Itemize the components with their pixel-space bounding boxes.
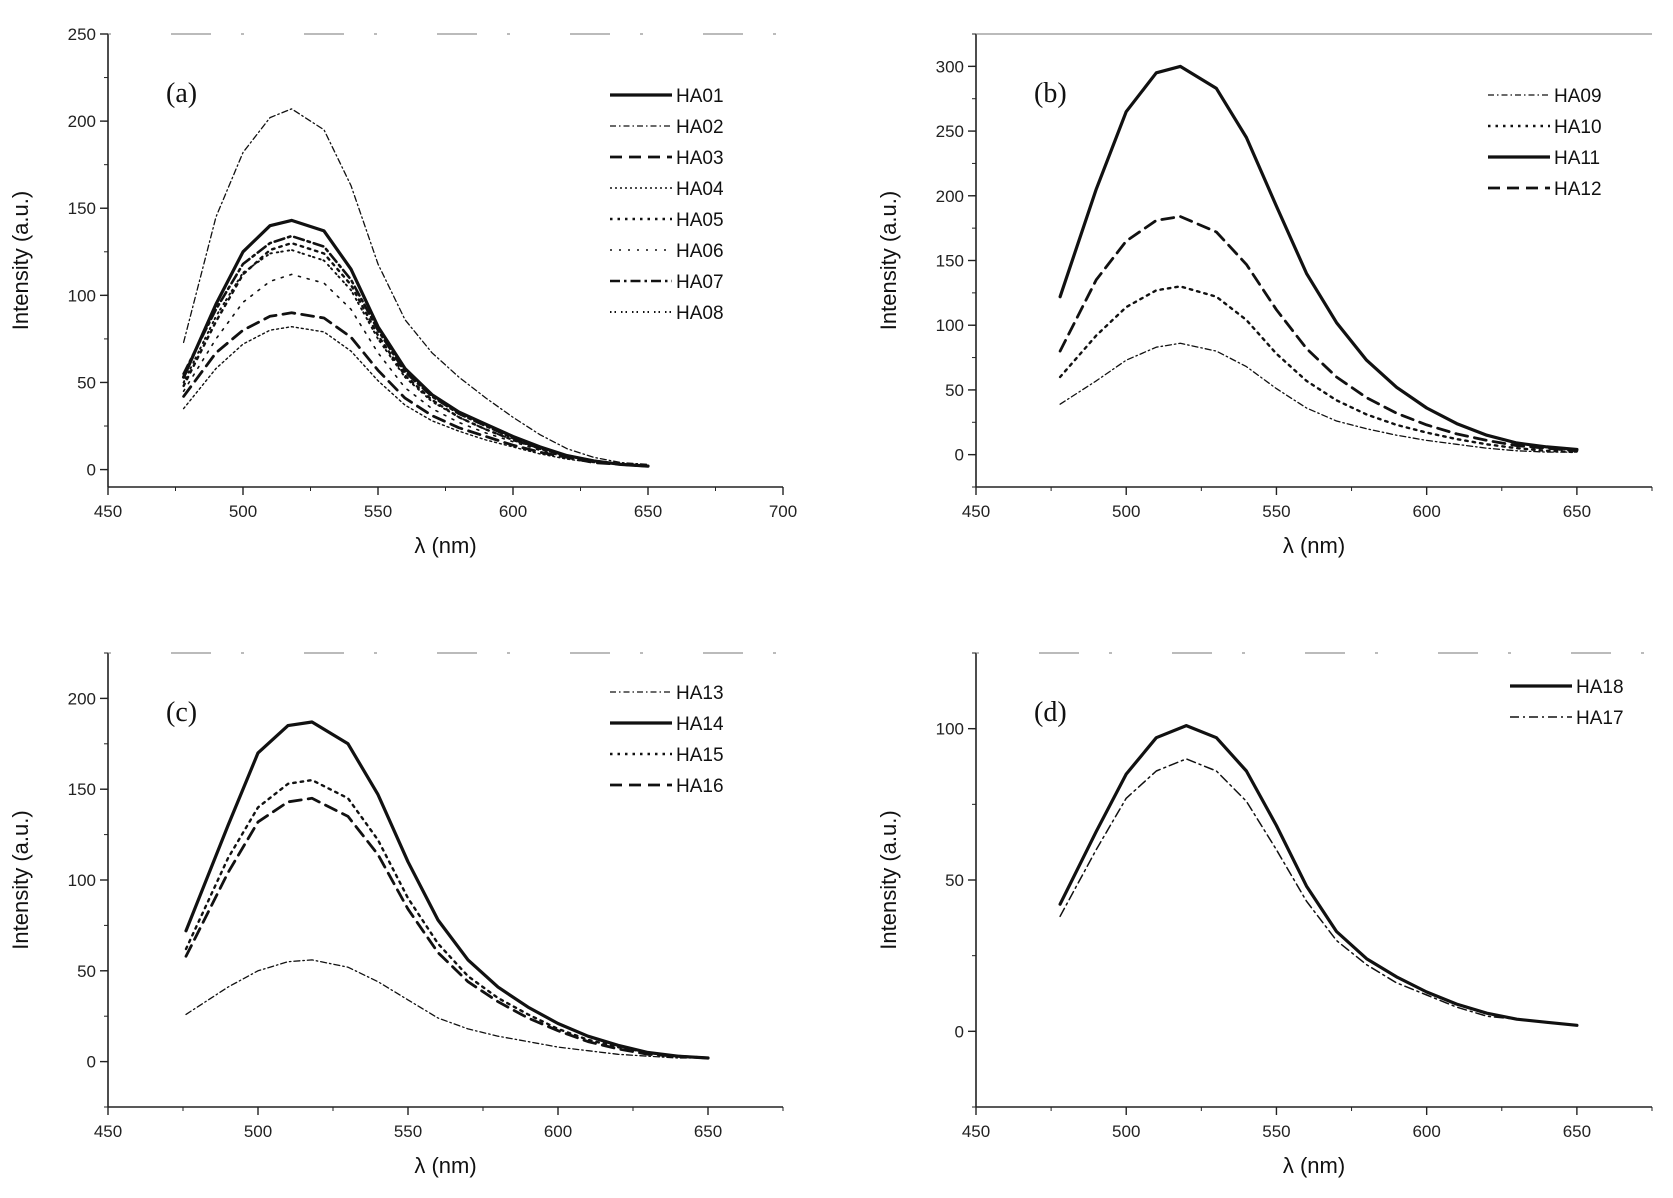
y-tick-label: 100 — [68, 286, 96, 305]
series-line-ha18 — [1058, 724, 1579, 1027]
series-line-ha07 — [182, 234, 650, 468]
x-tick-label: 550 — [364, 502, 392, 521]
series-line-ha14 — [184, 720, 710, 1060]
legend-label: HA01 — [676, 86, 724, 107]
x-tick-label: 600 — [1412, 502, 1440, 521]
series-line-ha17 — [1059, 758, 1578, 1027]
panel-label: (d) — [1034, 697, 1067, 728]
x-tick-label: 500 — [244, 1122, 272, 1141]
x-tick-label: 500 — [1112, 502, 1140, 521]
legend-label: HA15 — [676, 745, 724, 766]
y-axis-title: Intensity (a.u.) — [876, 810, 901, 949]
legend-label: HA03 — [676, 148, 724, 169]
x-tick-label: 700 — [769, 502, 797, 521]
y-tick-label: 150 — [68, 199, 96, 218]
legend-label: HA07 — [676, 272, 724, 293]
y-tick-label: 50 — [945, 871, 964, 890]
series-line-ha10 — [1058, 285, 1579, 454]
legend-label: HA13 — [676, 683, 724, 704]
chart-panel-3: 0 50 100 150 200 450 500 550 600 650 λ (nm) Intensi… — [8, 652, 784, 1178]
x-tick-label: 450 — [962, 1122, 990, 1141]
panel-label: (c) — [166, 697, 197, 728]
legend-label: HA12 — [1554, 179, 1602, 200]
y-tick-label: 250 — [68, 25, 96, 44]
legend-label: HA06 — [676, 241, 724, 262]
legend-label: HA08 — [676, 303, 724, 324]
legend-label: HA11 — [1554, 148, 1600, 169]
series-line-ha15 — [184, 778, 710, 1060]
y-tick-label: 200 — [936, 187, 964, 206]
y-tick-label: 50 — [77, 962, 96, 981]
y-axis-title: Intensity (a.u.) — [876, 191, 901, 330]
x-tick-label: 650 — [694, 1122, 722, 1141]
x-tick-label: 450 — [94, 502, 122, 521]
y-tick-label: 250 — [936, 122, 964, 141]
y-tick-label: 100 — [936, 720, 964, 739]
x-tick-label: 650 — [634, 502, 662, 521]
legend-label: HA02 — [676, 117, 724, 138]
legend-label: HA17 — [1576, 708, 1624, 729]
x-tick-label: 550 — [1262, 1122, 1290, 1141]
legend-label: HA09 — [1554, 86, 1602, 107]
x-tick-label: 600 — [544, 1122, 572, 1141]
panel-label: (a) — [166, 78, 197, 109]
legend-label: HA04 — [676, 179, 724, 200]
y-tick-label: 100 — [936, 316, 964, 335]
series-line-ha09 — [1059, 342, 1578, 453]
x-tick-label: 500 — [1112, 1122, 1140, 1141]
series-line-ha06 — [182, 273, 649, 467]
y-tick-label: 100 — [68, 871, 96, 890]
x-tick-label: 550 — [394, 1122, 422, 1141]
chart-panel-1: 0 50 100 150 200 250 450 500 550 600 650 700 λ (nm) I… — [8, 25, 797, 558]
x-tick-label: 450 — [94, 1122, 122, 1141]
y-tick-label: 0 — [87, 461, 96, 480]
y-tick-label: 150 — [68, 780, 96, 799]
y-tick-label: 0 — [955, 1022, 964, 1041]
x-tick-label: 450 — [962, 502, 990, 521]
x-axis-title: λ (nm) — [414, 1153, 476, 1178]
y-tick-label: 0 — [87, 1053, 96, 1072]
chart-panel-2: 0 50 100 150 200 250 300 450 500 550 600 650 λ (nm) I… — [876, 33, 1653, 558]
y-tick-label: 0 — [955, 446, 964, 465]
y-tick-label: 300 — [936, 57, 964, 76]
series-line-ha05 — [182, 241, 650, 468]
series-line-ha08 — [182, 249, 649, 468]
y-axis-title: Intensity (a.u.) — [8, 810, 33, 949]
legend-label: HA16 — [676, 776, 724, 797]
legend-label: HA05 — [676, 210, 724, 231]
x-axis-title: λ (nm) — [1283, 533, 1345, 558]
legend-label: HA14 — [676, 714, 724, 735]
y-axis-title: Intensity (a.u.) — [8, 191, 33, 330]
x-tick-label: 650 — [1563, 1122, 1591, 1141]
series-line-ha16 — [184, 796, 710, 1060]
series-line-ha03 — [182, 311, 650, 468]
panel-label: (b) — [1034, 78, 1067, 109]
x-tick-label: 500 — [229, 502, 257, 521]
series-line-ha12 — [1058, 215, 1579, 453]
legend-label: HA10 — [1554, 117, 1602, 138]
y-tick-label: 200 — [68, 112, 96, 131]
x-tick-label: 650 — [1563, 502, 1591, 521]
series-line-ha02 — [182, 108, 649, 466]
chart-panel-4: 0 50 100 450 500 550 600 650 λ (nm) Intensity (a.… — [876, 652, 1653, 1178]
x-tick-label: 600 — [499, 502, 527, 521]
y-tick-label: 150 — [936, 252, 964, 271]
x-tick-label: 600 — [1412, 1122, 1440, 1141]
series-line-ha11 — [1058, 64, 1579, 452]
y-tick-label: 50 — [945, 381, 964, 400]
x-tick-label: 550 — [1262, 502, 1290, 521]
y-tick-label: 200 — [68, 689, 96, 708]
series-line-ha13 — [185, 959, 709, 1059]
x-axis-title: λ (nm) — [1283, 1153, 1345, 1178]
legend-label: HA18 — [1576, 677, 1624, 698]
x-axis-title: λ (nm) — [414, 533, 476, 558]
y-tick-label: 50 — [77, 373, 96, 392]
